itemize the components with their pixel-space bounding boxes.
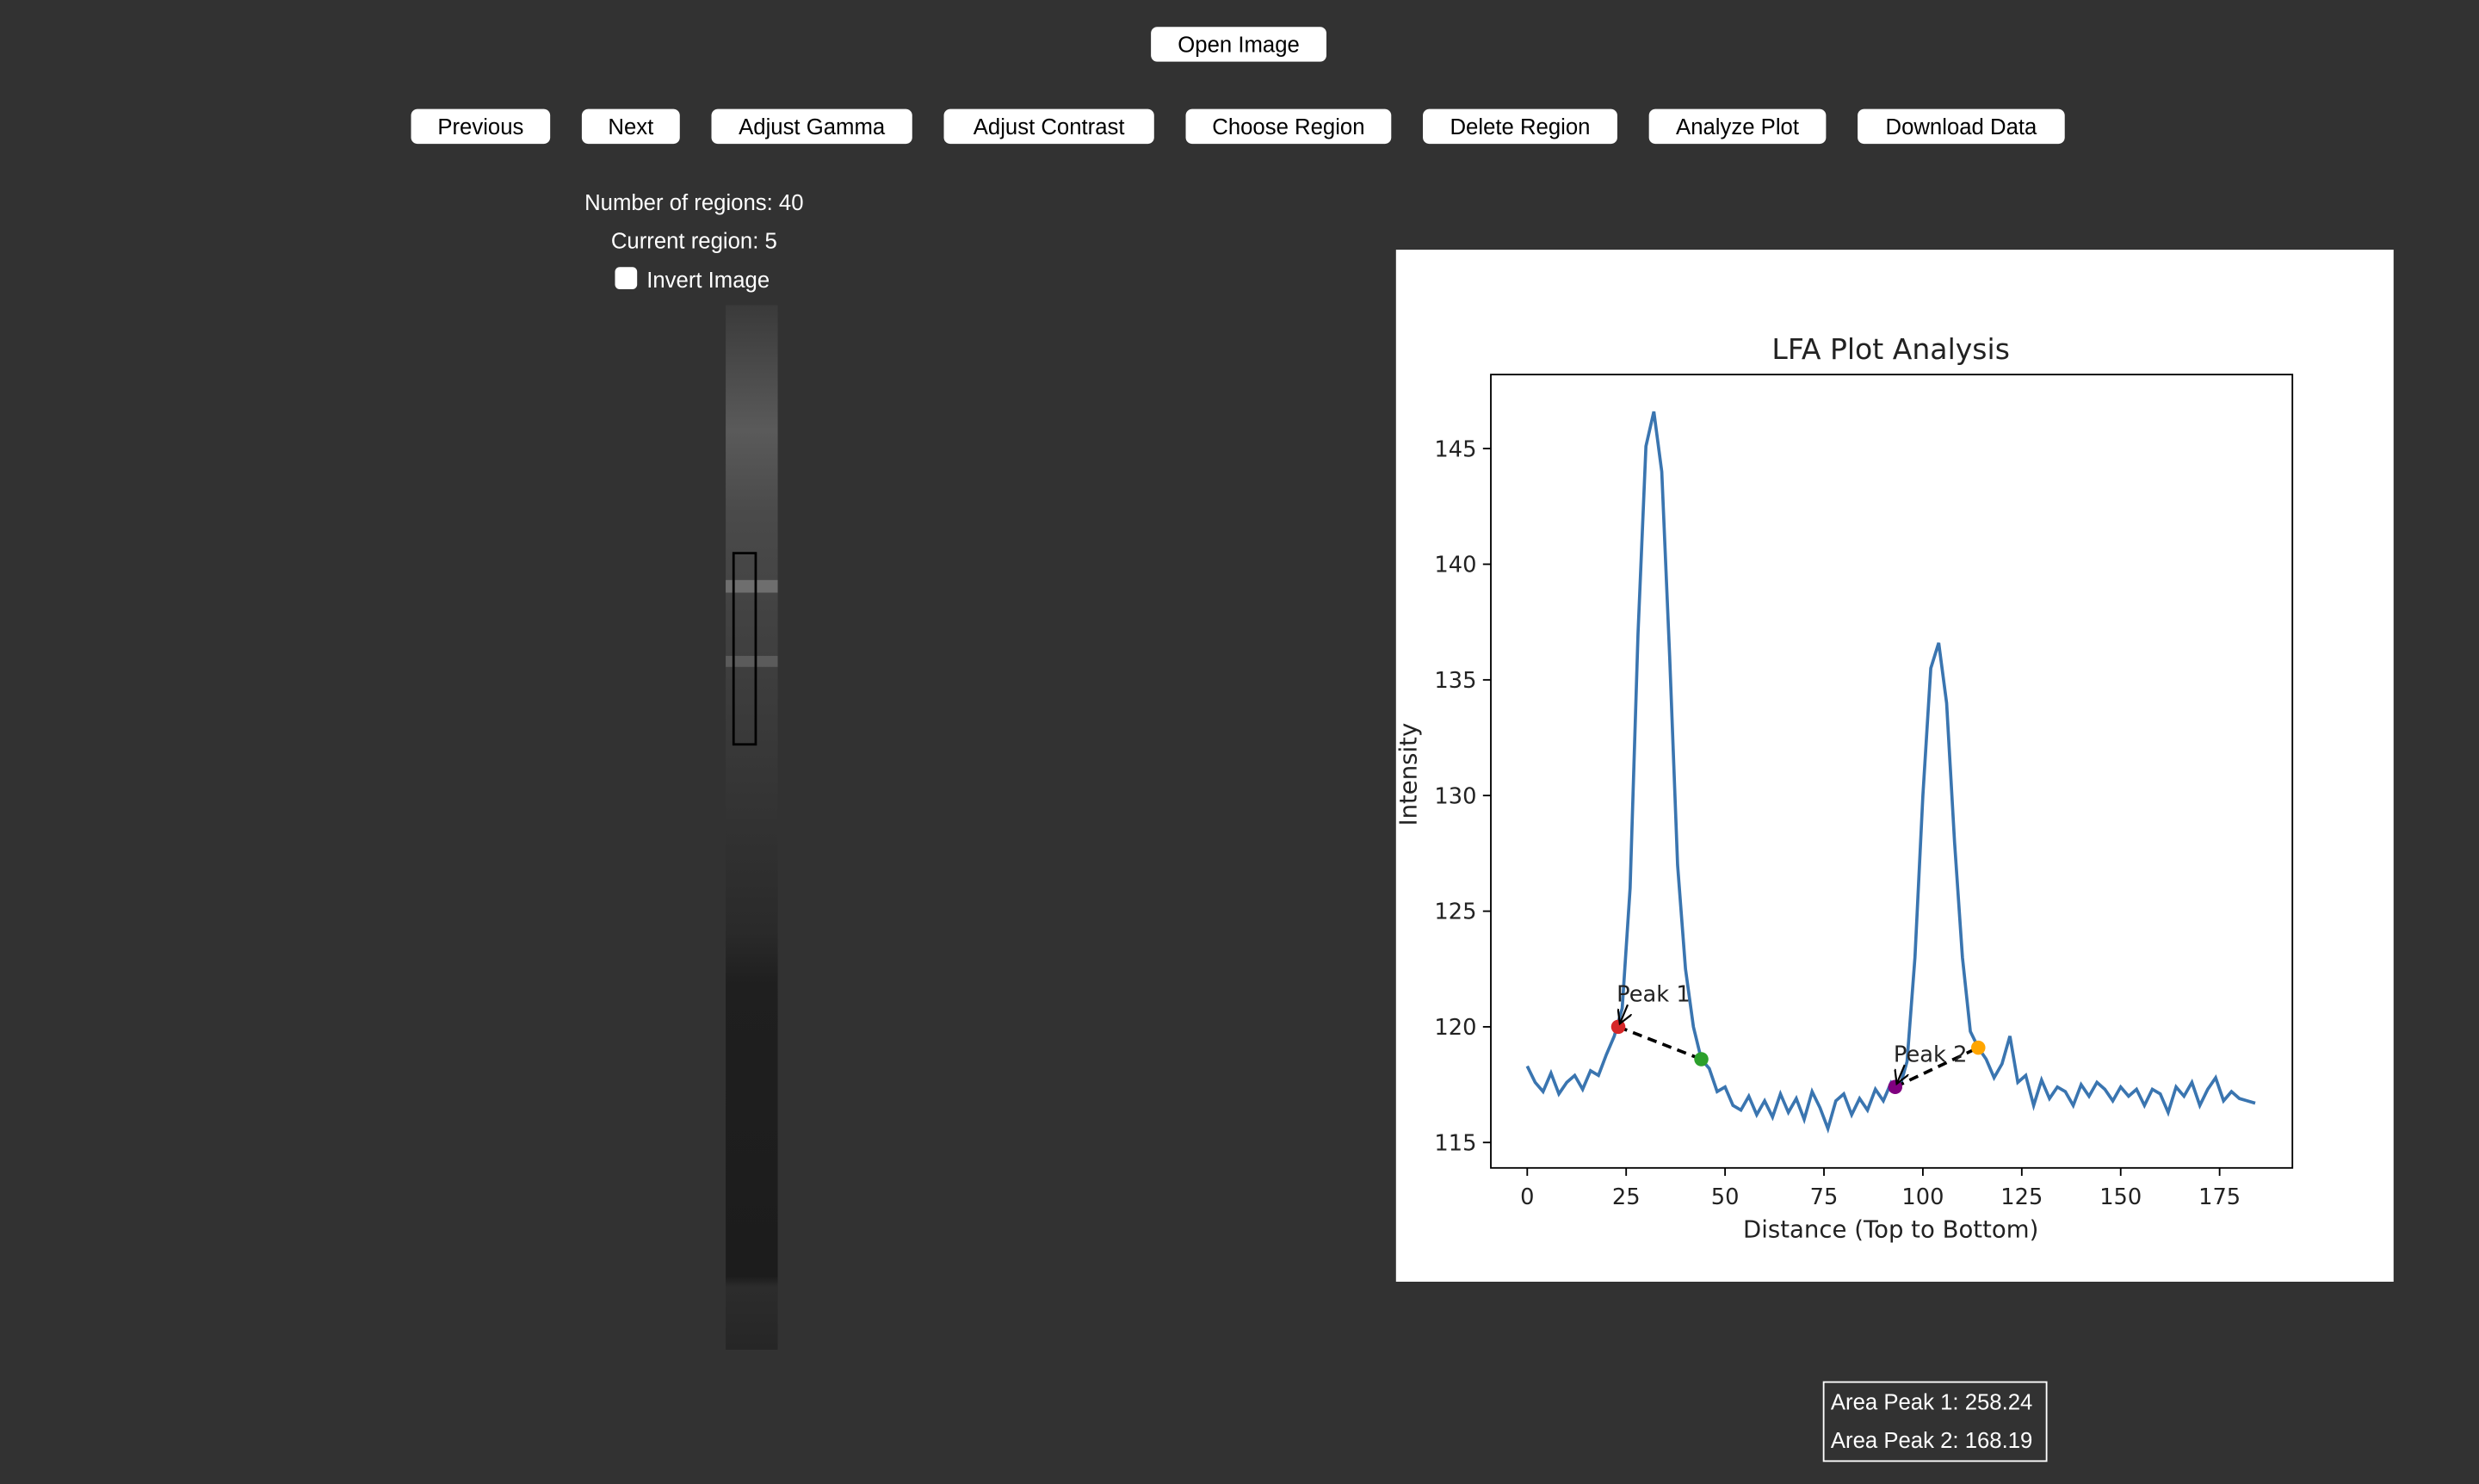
intensity-line [1525, 411, 2256, 1134]
next-button[interactable]: Next [581, 108, 680, 145]
x-tick-label: 0 [1520, 1184, 1534, 1210]
analyze-plot-button[interactable]: Analyze Plot [1648, 108, 1827, 145]
y-tick-label: 125 [1434, 900, 1476, 925]
region-count: Number of regions: 40 [584, 189, 804, 215]
results-box: Area Peak 1: 258.24 Area Peak 2: 168.19 [1822, 1381, 2048, 1462]
x-axis-label: Distance (Top to Bottom) [1743, 1216, 2038, 1244]
invert-checkbox[interactable] [615, 267, 638, 289]
peak-start-marker [1888, 1079, 1903, 1095]
y-tick-label: 135 [1434, 668, 1476, 694]
y-tick-label: 145 [1434, 436, 1476, 462]
y-tick-label: 115 [1434, 1130, 1476, 1156]
x-tick-label: 100 [1901, 1184, 1944, 1210]
peak-start-marker [1610, 1019, 1626, 1035]
peak-end-marker [1971, 1040, 1986, 1055]
area-peak-2: Area Peak 2: 168.19 [1830, 1426, 2033, 1453]
strip-image [726, 305, 778, 1350]
plot-figure: LFA Plot Analysis Distance (Top to Botto… [1395, 250, 2394, 1282]
baseline-dash [1617, 1025, 1703, 1061]
y-tick-label: 130 [1434, 783, 1476, 809]
choose-region-button[interactable]: Choose Region [1185, 108, 1392, 145]
chart-title: LFA Plot Analysis [1771, 332, 2010, 366]
peak-label: Peak 2 [1894, 1042, 1968, 1067]
adjust-gamma-button[interactable]: Adjust Gamma [711, 108, 912, 145]
annotation-arrow [1897, 1064, 1905, 1084]
open-image-button[interactable]: Open Image [1151, 27, 1326, 62]
x-tick-label: 175 [2198, 1184, 2241, 1210]
download-data-button[interactable]: Download Data [1858, 108, 2065, 145]
x-tick-label: 150 [2099, 1184, 2142, 1210]
y-axis-label: Intensity [1396, 723, 1423, 826]
invert-label[interactable]: Invert Image [646, 267, 770, 293]
peak-end-marker [1694, 1052, 1709, 1067]
current-region: Current region: 5 [610, 227, 777, 253]
previous-button[interactable]: Previous [411, 108, 551, 145]
adjust-contrast-button[interactable]: Adjust Contrast [943, 108, 1154, 145]
peak-label: Peak 1 [1617, 982, 1691, 1008]
x-tick-label: 50 [1711, 1184, 1740, 1210]
area-peak-1: Area Peak 1: 258.24 [1830, 1388, 2033, 1415]
delete-region-button[interactable]: Delete Region [1423, 108, 1617, 145]
x-tick-label: 75 [1810, 1184, 1839, 1210]
y-tick-label: 140 [1434, 553, 1476, 578]
x-tick-label: 125 [2000, 1184, 2043, 1210]
axes-frame [1490, 374, 2294, 1169]
y-tick-label: 120 [1434, 1015, 1476, 1041]
x-tick-label: 25 [1612, 1184, 1641, 1210]
annotation-arrow [1620, 1004, 1628, 1023]
